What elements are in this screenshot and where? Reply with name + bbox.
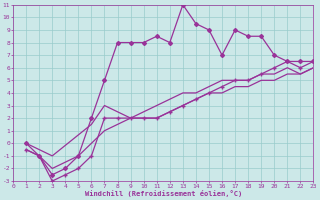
X-axis label: Windchill (Refroidissement éolien,°C): Windchill (Refroidissement éolien,°C) xyxy=(84,190,242,197)
